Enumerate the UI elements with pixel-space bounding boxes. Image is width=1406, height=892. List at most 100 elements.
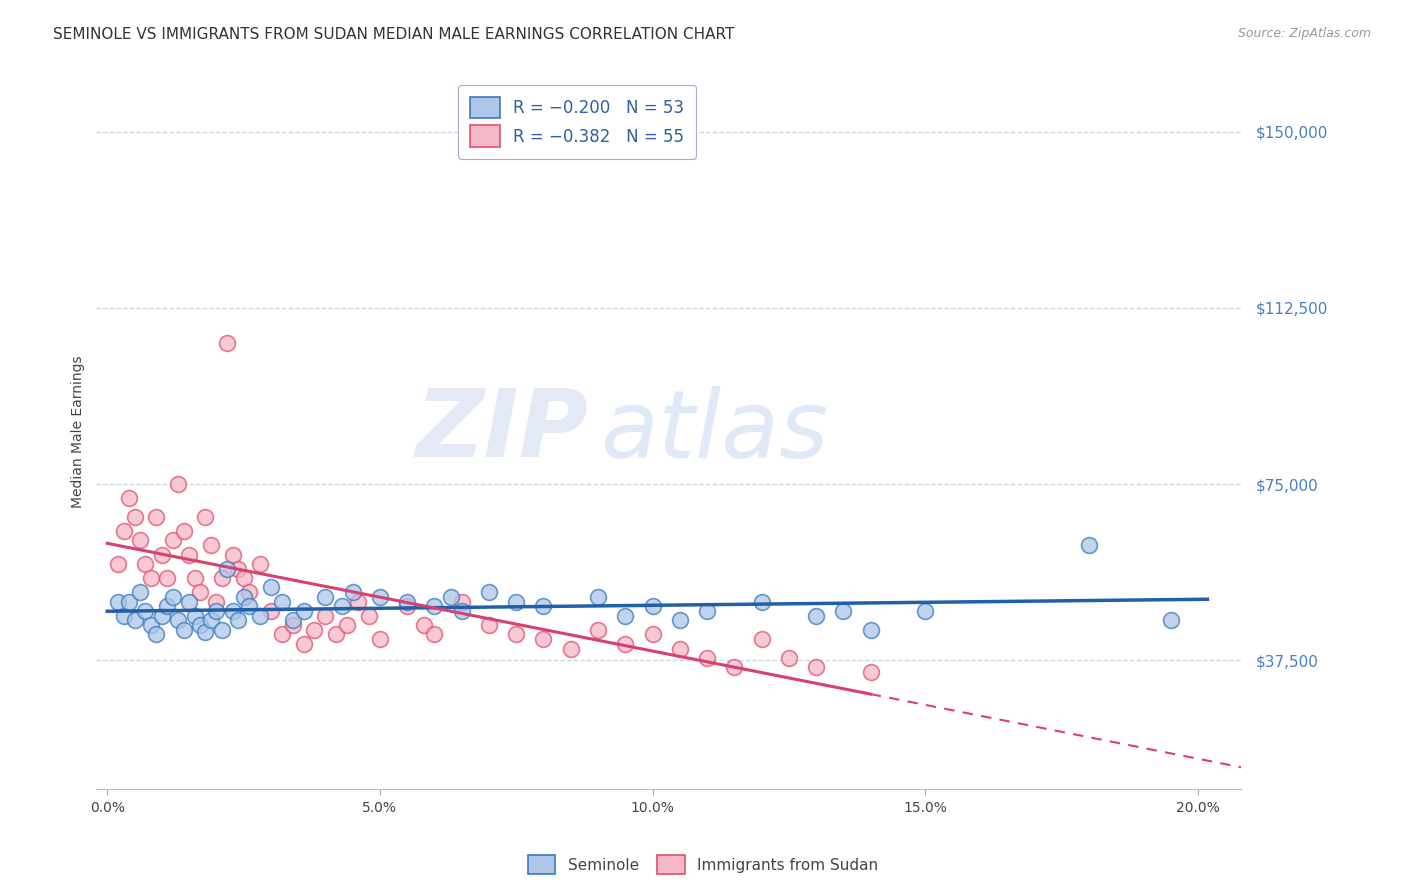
Point (162, 533, 184, 548)
Point (478, 585, 501, 599)
Point (173, 623, 195, 637)
Point (167, 477, 190, 491)
Point (211, 623, 233, 637)
Point (669, 641, 692, 656)
Point (221, 548, 243, 562)
Point (177, 594, 200, 608)
Point (226, 613, 249, 627)
Point (723, 660, 745, 674)
Point (249, 608, 271, 623)
Point (314, 590, 336, 604)
Point (270, 627, 292, 641)
Point (260, 581, 283, 595)
Point (150, 608, 173, 623)
Point (134, 604, 156, 618)
Point (396, 594, 419, 608)
Point (450, 594, 472, 608)
Point (304, 623, 326, 637)
Point (194, 510, 217, 524)
Point (238, 585, 260, 599)
Point (107, 557, 129, 571)
Point (533, 599, 555, 614)
Point (221, 604, 243, 618)
Point (107, 594, 129, 608)
Point (118, 491, 141, 505)
Y-axis label: Median Male Earnings: Median Male Earnings (72, 355, 86, 508)
Point (162, 590, 184, 604)
Point (260, 604, 283, 618)
Point (183, 571, 205, 585)
Point (859, 623, 882, 637)
Point (412, 618, 434, 632)
Point (505, 594, 527, 608)
Point (112, 608, 135, 623)
Point (145, 627, 167, 641)
Point (804, 660, 827, 674)
Point (129, 585, 152, 599)
Point (226, 561, 249, 575)
Point (183, 608, 205, 623)
Point (238, 599, 260, 614)
Point (696, 604, 718, 618)
Point (200, 538, 222, 552)
Text: ZIP: ZIP (416, 385, 589, 477)
Point (368, 590, 391, 604)
Point (336, 618, 359, 632)
Text: Source: ZipAtlas.com: Source: ZipAtlas.com (1237, 27, 1371, 40)
Point (914, 604, 936, 618)
Point (357, 608, 380, 623)
Point (167, 613, 190, 627)
Point (751, 632, 773, 646)
Point (586, 623, 609, 637)
Point (478, 618, 501, 632)
Point (533, 632, 555, 646)
Point (145, 510, 167, 524)
Point (205, 594, 228, 608)
Point (188, 585, 211, 599)
Legend: R = −0.200   N = 53, R = −0.382   N = 55: R = −0.200 N = 53, R = −0.382 N = 55 (458, 85, 696, 159)
Point (368, 632, 391, 646)
Point (139, 618, 162, 632)
Point (347, 594, 370, 608)
Point (150, 548, 173, 562)
Point (396, 599, 419, 614)
Point (669, 613, 692, 627)
Point (217, 336, 239, 351)
Point (173, 524, 195, 538)
Point (217, 561, 239, 575)
Point (450, 604, 472, 618)
Point (139, 571, 162, 585)
Point (292, 637, 315, 651)
Legend: Seminole, Immigrants from Sudan: Seminole, Immigrants from Sudan (522, 849, 884, 880)
Point (281, 613, 304, 627)
Point (832, 604, 855, 618)
Point (423, 627, 446, 641)
Point (325, 627, 347, 641)
Text: SEMINOLE VS IMMIGRANTS FROM SUDAN MEDIAN MALE EARNINGS CORRELATION CHART: SEMINOLE VS IMMIGRANTS FROM SUDAN MEDIAN… (53, 27, 735, 42)
Point (194, 625, 217, 640)
Point (614, 637, 637, 651)
Point (200, 613, 222, 627)
Point (342, 585, 364, 599)
Point (560, 641, 582, 656)
Point (129, 533, 152, 548)
Point (505, 627, 527, 641)
Point (330, 599, 353, 614)
Point (641, 599, 664, 614)
Point (124, 510, 146, 524)
Point (134, 557, 156, 571)
Point (423, 599, 446, 614)
Point (804, 608, 827, 623)
Point (112, 524, 135, 538)
Point (270, 594, 292, 608)
Point (232, 590, 254, 604)
Point (696, 651, 718, 665)
Point (118, 594, 141, 608)
Point (177, 548, 200, 562)
Point (249, 557, 271, 571)
Point (586, 590, 609, 604)
Text: atlas: atlas (600, 385, 828, 476)
Point (156, 571, 179, 585)
Point (614, 608, 637, 623)
Point (211, 571, 233, 585)
